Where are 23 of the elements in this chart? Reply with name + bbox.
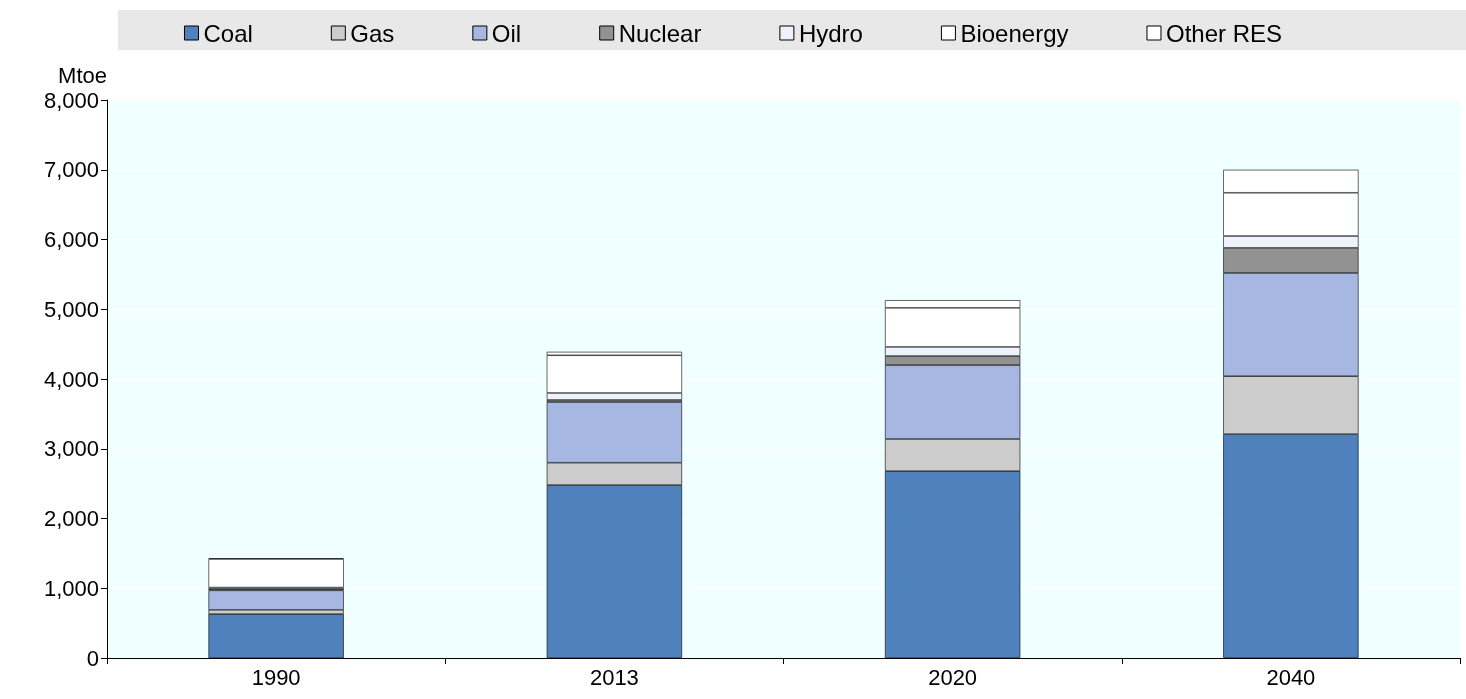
- y-tick-label: 8,000: [43, 87, 99, 113]
- y-tick-label: 7,000: [43, 157, 99, 183]
- legend-label: Oil: [491, 19, 522, 47]
- legend-label: Hydro: [798, 19, 863, 47]
- y-tick-label: 3,000: [43, 436, 99, 462]
- legend-label: Bioenergy: [960, 19, 1069, 47]
- x-tick-label: 1990: [251, 664, 301, 690]
- legend-label: Nuclear: [618, 19, 702, 47]
- x-tick-label: 2020: [928, 664, 978, 690]
- y-tick-label: 4,000: [43, 366, 99, 392]
- bar: [208, 558, 344, 588]
- y-axis-title: Mtoe: [58, 62, 107, 88]
- x-tick-label: 2040: [1266, 664, 1316, 690]
- bar: [208, 590, 344, 610]
- legend-label: Other RES: [1165, 19, 1283, 47]
- y-tick-label: 5,000: [43, 296, 99, 322]
- y-tick-label: 2,000: [43, 506, 99, 531]
- y-tick-label: 1,000: [43, 575, 99, 601]
- legend-label: Gas: [350, 19, 395, 47]
- y-tick-label: 6,000: [43, 227, 99, 252]
- x-tick-label: 2013: [589, 664, 639, 690]
- y-tick-label: 0: [86, 645, 99, 671]
- legend-label: Coal: [203, 19, 253, 47]
